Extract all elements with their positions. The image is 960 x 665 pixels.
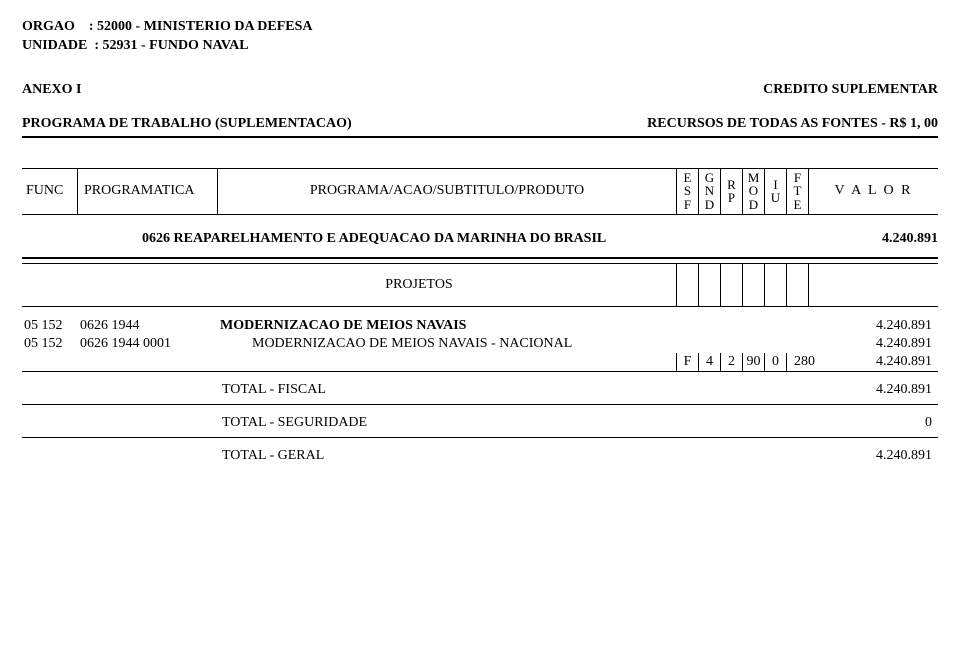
col-esf: E S F: [676, 169, 698, 214]
cell-prog: 0626 1944: [78, 317, 218, 335]
total-geral-value: 4.240.891: [876, 448, 932, 464]
anexo-label: ANEXO I: [22, 82, 82, 98]
total-fiscal-label: TOTAL - FISCAL: [222, 382, 326, 398]
total-seguridade-value: 0: [925, 415, 932, 431]
recursos-label: RECURSOS DE TODAS AS FONTES - R$ 1, 00: [647, 116, 938, 132]
col-fte: F T E: [786, 169, 808, 214]
programa-row: PROGRAMA DE TRABALHO (SUPLEMENTACAO) REC…: [22, 116, 938, 132]
col-rp: R P: [720, 169, 742, 214]
projetos-label: PROJETOS: [22, 264, 676, 306]
table-header: FUNC PROGRAMATICA PROGRAMA/ACAO/SUBTITUL…: [22, 169, 938, 214]
col-func: FUNC: [22, 169, 78, 214]
total-seguridade-label: TOTAL - SEGURIDADE: [222, 415, 367, 431]
section-value: 4.240.891: [882, 231, 938, 247]
anexo-row: ANEXO I CREDITO SUPLEMENTAR: [22, 82, 938, 98]
cell-esf: F: [676, 353, 698, 371]
cell-iu: 0: [764, 353, 786, 371]
projetos-row: PROJETOS: [22, 264, 938, 306]
divider: [22, 136, 938, 138]
cell-valor: 4.240.891: [822, 353, 938, 371]
total-fiscal-row: TOTAL - FISCAL 4.240.891: [22, 372, 938, 404]
orgao-line: ORGAO : 52000 - MINISTERIO DA DEFESA: [22, 18, 938, 37]
programa-label: PROGRAMA DE TRABALHO (SUPLEMENTACAO): [22, 116, 352, 132]
table-row: 05 152 0626 1944 MODERNIZACAO DE MEIOS N…: [22, 317, 938, 335]
credito-label: CREDITO SUPLEMENTAR: [763, 82, 938, 98]
divider: [22, 257, 938, 259]
col-iu: I U: [764, 169, 786, 214]
unidade-value: : 52931 - FUNDO NAVAL: [94, 38, 248, 53]
cell-gnd: 4: [698, 353, 720, 371]
unidade-line: UNIDADE : 52931 - FUNDO NAVAL: [22, 37, 938, 56]
cell-prog: 0626 1944 0001: [78, 335, 218, 353]
code-row: F 4 2 90 0 280 4.240.891: [22, 353, 938, 371]
cell-valor: 4.240.891: [808, 317, 938, 335]
col-mod: M O D: [742, 169, 764, 214]
total-fiscal-value: 4.240.891: [876, 382, 932, 398]
orgao-value: : 52000 - MINISTERIO DA DEFESA: [89, 19, 313, 34]
cell-mod: 90: [742, 353, 764, 371]
cell-valor: 4.240.891: [808, 335, 938, 353]
section-row: 0626 REAPARELHAMENTO E ADEQUACAO DA MARI…: [22, 215, 938, 253]
total-seguridade-row: TOTAL - SEGURIDADE 0: [22, 405, 938, 437]
table-row: 05 152 0626 1944 0001 MODERNIZACAO DE ME…: [22, 335, 938, 353]
total-geral-row: TOTAL - GERAL 4.240.891: [22, 438, 938, 470]
cell-rp: 2: [720, 353, 742, 371]
cell-func: 05 152: [22, 317, 78, 335]
col-programatica: PROGRAMATICA: [78, 169, 218, 214]
unidade-label: UNIDADE: [22, 38, 87, 53]
cell-desc: MODERNIZACAO DE MEIOS NAVAIS: [218, 317, 676, 335]
col-gnd: G N D: [698, 169, 720, 214]
col-desc: PROGRAMA/ACAO/SUBTITULO/PRODUTO: [218, 169, 676, 214]
total-geral-label: TOTAL - GERAL: [222, 448, 324, 464]
cell-desc: MODERNIZACAO DE MEIOS NAVAIS - NACIONAL: [218, 335, 676, 353]
section-title: 0626 REAPARELHAMENTO E ADEQUACAO DA MARI…: [142, 231, 606, 247]
col-valor: V A L O R: [808, 169, 938, 214]
cell-func: 05 152: [22, 335, 78, 353]
orgao-label: ORGAO: [22, 19, 75, 34]
cell-fte: 280: [786, 353, 822, 371]
